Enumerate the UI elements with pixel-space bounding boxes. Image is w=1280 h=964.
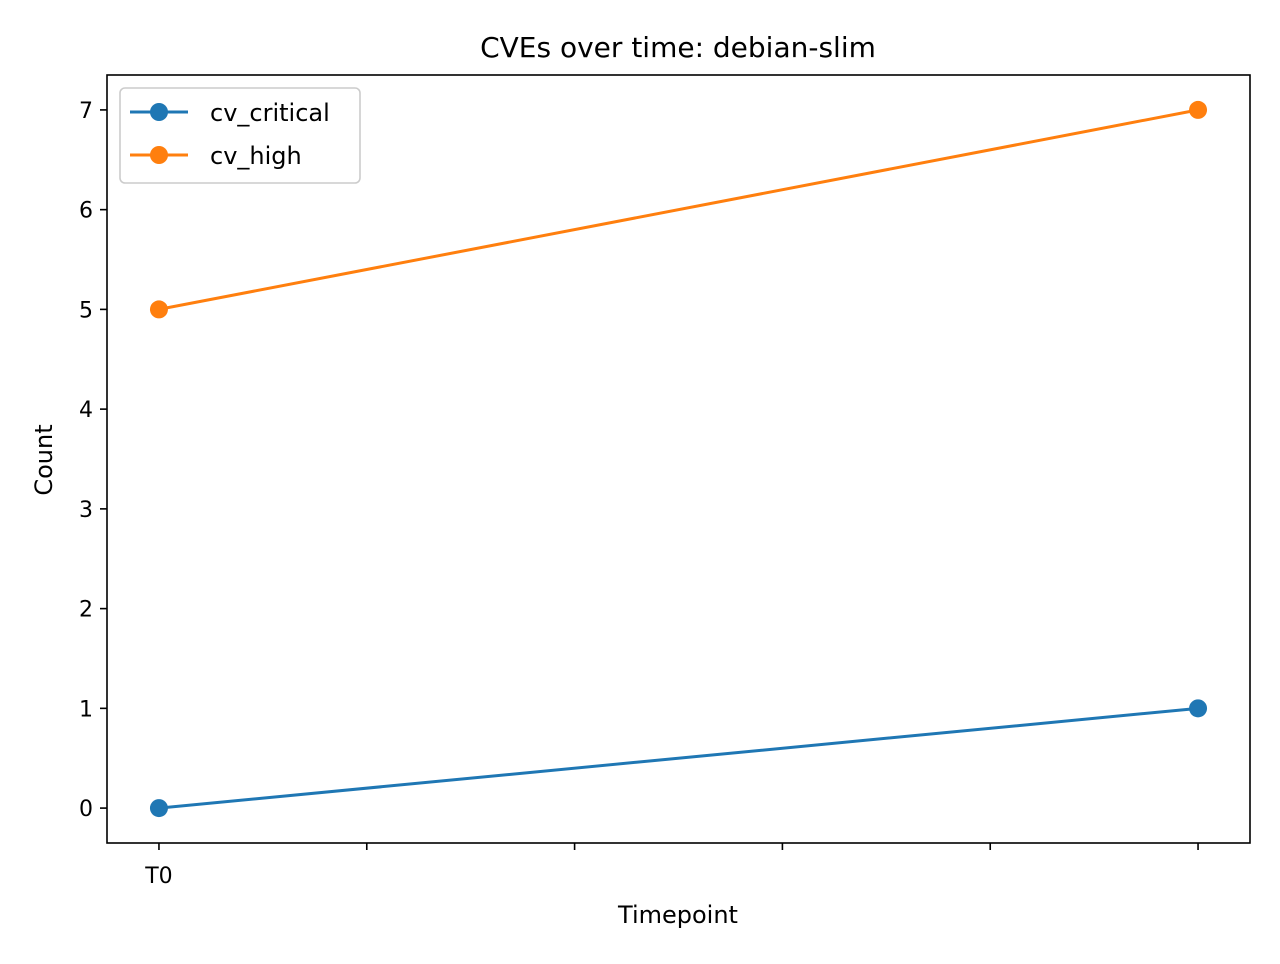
series-line-cv-high (157, 108, 1200, 312)
y-tick-label: 0 (79, 797, 93, 822)
y-axis-ticks: 0 1 2 3 4 5 6 7 (79, 99, 107, 822)
y-tick-label: 1 (79, 697, 93, 722)
y-tick-label: 5 (79, 298, 93, 323)
legend-swatch-marker (150, 103, 168, 121)
axes (106, 74, 1251, 844)
x-axis-label: Timepoint (617, 901, 738, 929)
data-point-cv-high (149, 300, 168, 319)
series-lines (157, 108, 1200, 810)
series-line-cv-critical (157, 706, 1200, 810)
legend-label: cv_high (210, 142, 302, 170)
y-tick-label: 4 (79, 398, 93, 423)
y-tick-label: 2 (79, 598, 93, 623)
y-tick-label: 3 (79, 498, 93, 523)
legend: cv_critical cv_high (119, 87, 361, 184)
legend-label: cv_critical (210, 99, 330, 127)
legend-swatch-marker (150, 146, 168, 164)
legend-entries: cv_critical cv_high (130, 99, 330, 170)
series-markers (149, 100, 1208, 818)
plot-frame (106, 74, 1251, 844)
y-tick-label: 7 (79, 99, 93, 124)
y-tick-label: 6 (79, 199, 93, 224)
data-point-cv-critical (1189, 699, 1208, 718)
data-point-cv-high (1189, 100, 1208, 119)
chart-title: CVEs over time: debian-slim (480, 31, 876, 64)
y-axis-label: Count (30, 424, 58, 495)
x-axis-ticks: T0 (144, 843, 1199, 889)
x-tick-label: T0 (144, 864, 172, 889)
data-point-cv-critical (149, 799, 168, 818)
